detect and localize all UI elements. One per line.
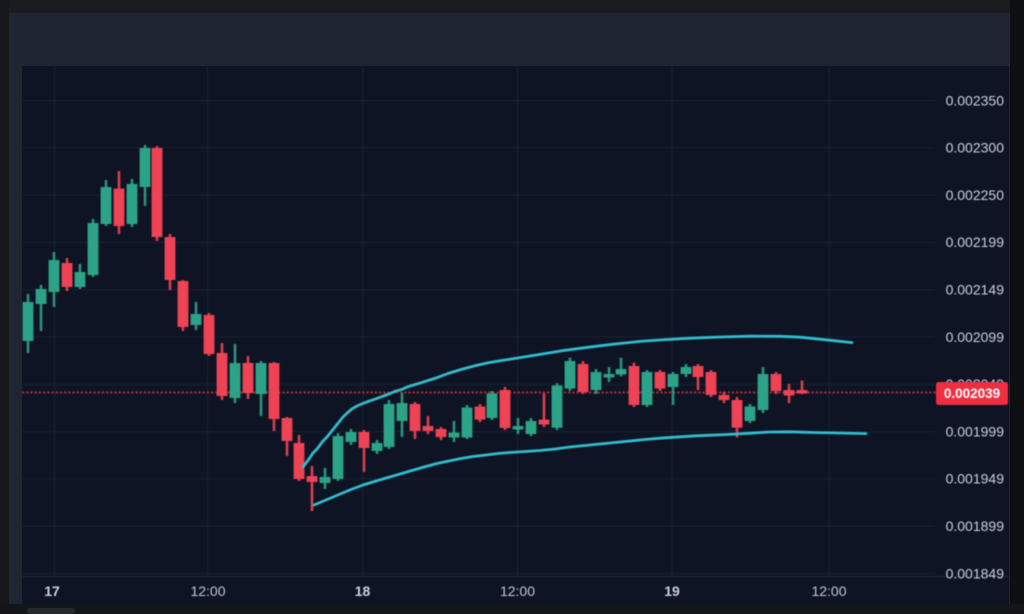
svg-text:0.001899: 0.001899 [946, 518, 1005, 534]
svg-text:0.002199: 0.002199 [946, 234, 1005, 250]
svg-text:12:00: 12:00 [190, 583, 225, 599]
svg-text:0.001849: 0.001849 [946, 565, 1005, 581]
svg-text:0.002149: 0.002149 [946, 282, 1005, 298]
svg-text:18: 18 [355, 583, 371, 599]
svg-text:0.002350: 0.002350 [946, 92, 1005, 108]
svg-text:0.002250: 0.002250 [946, 187, 1005, 203]
svg-text:12:00: 12:00 [500, 583, 535, 599]
svg-text:0.002099: 0.002099 [946, 329, 1005, 345]
svg-text:17: 17 [44, 583, 60, 599]
svg-text:19: 19 [664, 583, 680, 599]
svg-text:0.002039: 0.002039 [944, 386, 1000, 401]
svg-text:0.002300: 0.002300 [946, 140, 1005, 156]
svg-text:0.001999: 0.001999 [946, 423, 1005, 439]
svg-text:0.001949: 0.001949 [946, 471, 1005, 487]
svg-text:12:00: 12:00 [811, 583, 846, 599]
